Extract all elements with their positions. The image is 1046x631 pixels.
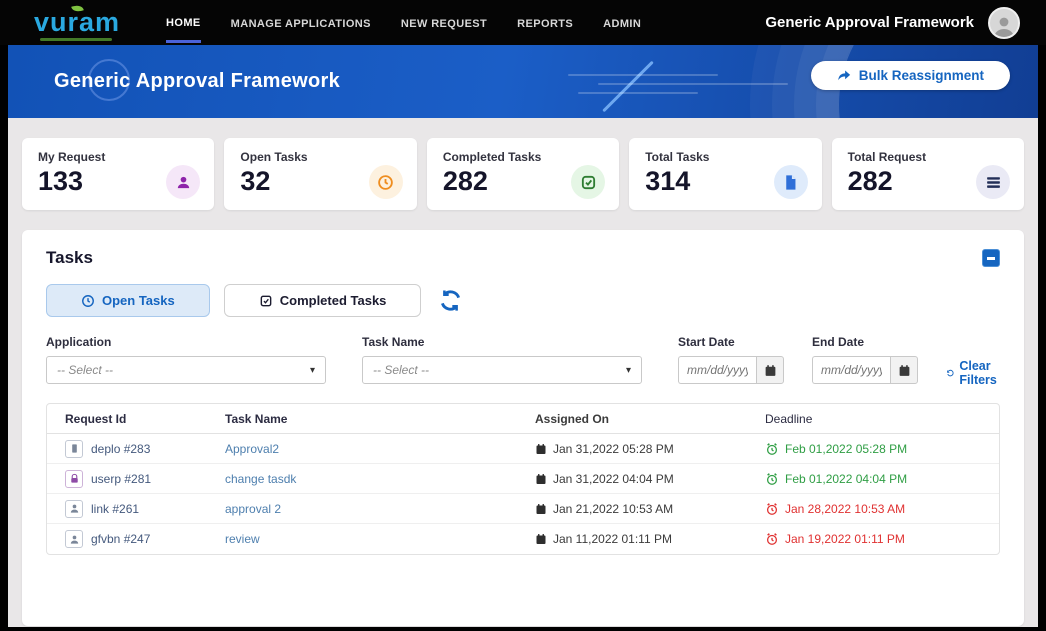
banner-decoration-lines: [568, 67, 788, 101]
check-square-icon: [581, 175, 595, 189]
bulk-reassignment-button[interactable]: Bulk Reassignment: [810, 61, 1010, 90]
task-name-link[interactable]: review: [225, 532, 260, 546]
alarm-clock-icon: [765, 502, 779, 516]
page-banner: Generic Approval Framework Bulk Reassign…: [8, 45, 1038, 118]
table-row: userp #281 change tasdk Jan 31,2022 04:0…: [47, 464, 999, 494]
request-id-link[interactable]: gfvbn #247: [91, 532, 151, 546]
table-row: gfvbn #247 review Jan 11,2022 01:11 PM J…: [47, 524, 999, 554]
nav-item-new-request[interactable]: NEW REQUEST: [400, 18, 488, 30]
refresh-icon: [441, 290, 461, 311]
calendar-icon: [535, 503, 547, 515]
alarm-clock-icon: [765, 532, 779, 546]
chevron-down-icon: ▾: [309, 364, 315, 376]
header-request-id: Request Id: [65, 411, 127, 426]
box-icon: [65, 439, 83, 458]
deadline-cell: Feb 01,2022 04:04 PM: [765, 472, 981, 486]
task-name-select[interactable]: -- Select -- ▾: [362, 356, 642, 384]
stat-card-total-tasks[interactable]: Total Tasks 314: [629, 138, 822, 210]
start-date-input[interactable]: [678, 356, 756, 384]
chevron-down-icon: ▾: [625, 364, 631, 376]
vuram-logo[interactable]: vuram: [34, 3, 121, 41]
calendar-icon: [765, 364, 775, 376]
page-title: Generic Approval Framework: [54, 70, 341, 92]
completed-tasks-toggle[interactable]: Completed Tasks: [223, 284, 422, 317]
collapse-panel-button[interactable]: [982, 249, 1000, 267]
logo-tagline: [40, 38, 112, 41]
end-date-calendar-button[interactable]: [890, 356, 918, 384]
task-name-link[interactable]: Approval2: [225, 441, 280, 456]
calendar-icon: [535, 533, 547, 545]
header-assigned-on: Assigned On: [535, 411, 610, 426]
stats-row: My Request 133 Open Tasks 32 Completed T…: [22, 138, 1025, 210]
deadline-cell: Feb 01,2022 05:28 PM: [765, 442, 981, 456]
stat-card-completed-tasks[interactable]: Completed Tasks 282: [426, 138, 620, 210]
alarm-clock-icon: [765, 472, 779, 486]
nav-item-admin[interactable]: ADMIN: [603, 18, 642, 30]
request-id-link[interactable]: userp #281: [91, 471, 152, 486]
lock-icon: [65, 469, 83, 488]
stat-card-open-tasks[interactable]: Open Tasks 32: [224, 138, 417, 210]
undo-icon: [947, 369, 954, 377]
page-content: My Request 133 Open Tasks 32 Completed T…: [8, 118, 1038, 627]
banner-decoration-ring: [88, 59, 130, 101]
forward-arrow-icon: [837, 70, 850, 81]
end-date-input[interactable]: [812, 356, 890, 384]
calendar-icon: [535, 443, 547, 455]
file-icon: [786, 174, 796, 190]
calendar-icon: [535, 473, 547, 485]
task-name-link[interactable]: approval 2: [225, 501, 282, 516]
user-icon: [65, 499, 83, 518]
top-navigation-bar: vuram HOME MANAGE APPLICATIONS NEW REQUE…: [0, 0, 1046, 45]
stat-card-my-request[interactable]: My Request 133: [22, 138, 215, 210]
request-id-link[interactable]: link #261: [91, 501, 140, 516]
open-tasks-toggle[interactable]: Open Tasks: [46, 284, 210, 317]
list-icon: [986, 176, 1000, 188]
task-name-filter-label: Task Name: [362, 335, 425, 349]
deadline-cell: Jan 28,2022 10:53 AM: [765, 502, 981, 516]
user-icon: [177, 176, 190, 188]
alarm-clock-icon: [765, 442, 779, 456]
clock-icon: [82, 294, 94, 307]
application-filter-label: Application: [46, 335, 112, 349]
refresh-button[interactable]: [439, 289, 462, 312]
deadline-cell: Jan 19,2022 01:11 PM: [765, 532, 981, 546]
check-square-icon: [260, 295, 272, 306]
nav-item-home[interactable]: HOME: [166, 3, 201, 43]
table-row: link #261 approval 2 Jan 21,2022 10:53 A…: [47, 494, 999, 524]
task-view-toggles: Open Tasks Completed Tasks: [46, 284, 1000, 317]
user-silhouette-icon: [994, 17, 1014, 37]
logo-text: vuram: [34, 7, 121, 37]
header-task-name: Task Name: [225, 411, 288, 426]
tasks-heading: Tasks: [46, 248, 93, 267]
table-row: deplo #283 Approval2 Jan 31,2022 05:28 P…: [47, 434, 999, 464]
start-date-label: Start Date: [678, 335, 735, 349]
avatar[interactable]: [988, 6, 1020, 39]
clock-icon: [378, 174, 394, 190]
filters-row: Application -- Select -- ▾ Task Name -- …: [46, 335, 1000, 387]
user-icon: [65, 530, 83, 548]
nav-item-manage-applications[interactable]: MANAGE APPLICATIONS: [230, 18, 371, 30]
main-nav: HOME MANAGE APPLICATIONS NEW REQUEST REP…: [166, 3, 641, 43]
request-id-link[interactable]: deplo #283: [91, 441, 151, 456]
task-name-link[interactable]: change tasdk: [225, 471, 297, 486]
app-title: Generic Approval Framework: [765, 14, 974, 31]
end-date-label: End Date: [812, 335, 865, 349]
calendar-icon: [899, 364, 909, 376]
stat-card-total-request[interactable]: Total Request 282: [831, 138, 1025, 210]
start-date-calendar-button[interactable]: [756, 356, 784, 384]
tasks-panel: Tasks Open Tasks Completed Tasks: [22, 230, 1024, 626]
application-select[interactable]: -- Select -- ▾: [46, 356, 326, 384]
header-deadline: Deadline: [765, 411, 813, 426]
table-header-row: Request Id Task Name Assigned On Deadlin…: [47, 404, 999, 434]
clear-filters-link[interactable]: Clear Filters: [946, 359, 1003, 387]
nav-item-reports[interactable]: REPORTS: [517, 18, 574, 30]
tasks-table: Request Id Task Name Assigned On Deadlin…: [46, 403, 1000, 555]
